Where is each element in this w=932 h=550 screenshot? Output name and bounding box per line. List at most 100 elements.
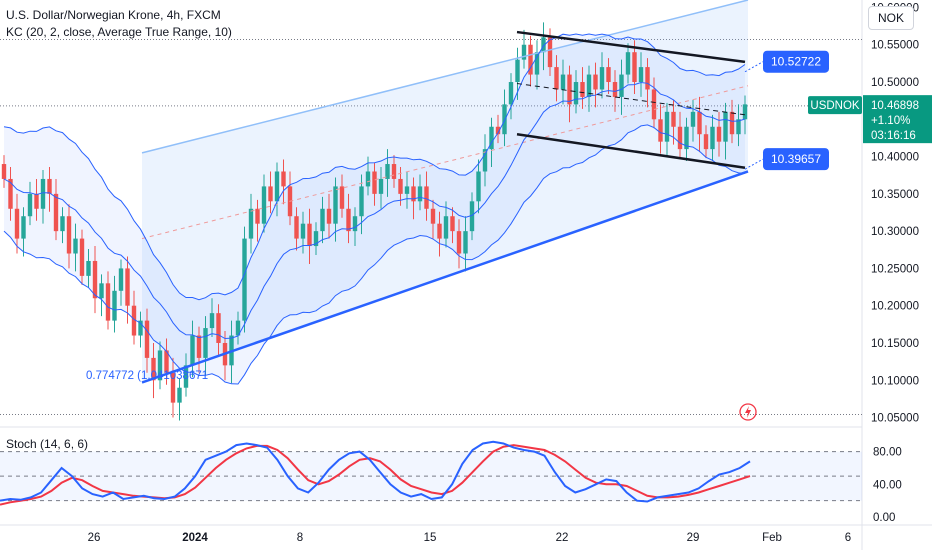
candle-body [521,44,527,60]
candle-body [281,171,286,187]
time-tick-label: 6 [845,532,851,544]
candle-body [60,216,65,232]
candle-body [469,201,475,232]
candle-body [53,193,59,232]
candle-body [671,111,676,127]
candle-body [586,74,592,97]
ticker-change: +1.10% [871,115,910,127]
candle-body [268,186,273,202]
candle-body [34,193,39,209]
candle-body [424,186,429,209]
stoch-tick-label: 40.00 [873,479,902,491]
ticker-symbol: USDNOK [810,100,860,112]
ticker-countdown: 03:16:16 [871,130,916,142]
candle-body [606,67,611,83]
candle-body [320,208,325,232]
price-tick-label: 10.55000 [871,40,919,52]
candle-body [625,52,631,75]
candle-body [723,111,728,142]
candle-body [274,171,280,202]
candle-body [164,350,169,373]
price-tick-label: 10.05000 [871,413,919,425]
candle-body [664,111,670,142]
time-tick-label: Feb [762,532,782,544]
candle-body [183,365,189,388]
candle-body [554,67,559,90]
candle-body [209,313,215,329]
candle-body [86,260,91,276]
candle-body [690,111,696,127]
candle-body [313,231,319,247]
candle-body [138,320,143,336]
candle-body [378,178,384,194]
candle-body [27,193,33,217]
ticker-price: 10.46898 [871,100,919,112]
candle-body [417,186,423,202]
callout-lower-text: 10.39657 [771,152,821,166]
candle-body [157,350,163,381]
candle-body [567,74,572,105]
callout-lower: 10.39657 [763,148,829,171]
stoch-tick-label: 0.00 [873,512,895,524]
price-tick-label: 10.10000 [871,375,919,387]
candle-body [450,216,455,232]
fib-label: 0.774772 (1.041038671 [86,370,208,382]
candle-body [710,126,715,150]
chart-title: U.S. Dollar/Norwegian Krone, 4h, FXCM [6,8,221,22]
candle-body [248,208,254,239]
candle-body [515,59,520,83]
candle-body [580,82,585,97]
candle-body [736,119,741,135]
candle-body [528,44,533,75]
candle-body [105,283,111,321]
candle-body [404,186,410,194]
candle-body [131,305,137,336]
candle-body [144,320,150,358]
candle-body [203,328,208,358]
candle-body [112,290,117,321]
price-tick-label: 10.40000 [871,152,919,164]
candle-body [365,171,371,187]
candle-body [534,52,540,75]
candle-body [177,387,182,403]
candle-body [73,238,78,254]
time-tick-label: 26 [88,532,101,544]
candle-body [645,67,650,90]
candle-body [92,260,98,299]
candle-body [697,111,702,135]
candle-body [489,126,494,150]
time-tick-label: 15 [424,532,437,544]
channel-lower-line [141,170,749,384]
candle-body [599,67,605,90]
candle-body [541,37,546,53]
candle-body [196,335,202,358]
candle-body [502,104,507,135]
price-tick-label: 10.30000 [871,226,919,238]
candle-body [677,126,683,150]
candle-body [385,164,390,179]
candle-body [352,216,358,232]
candle-body [742,104,748,120]
candle-body [151,357,156,381]
candle-body [40,178,46,209]
candle-body [411,186,416,202]
candle-body [125,268,130,306]
candle-body [235,320,241,336]
candle-body [118,268,124,291]
channel-upper-line [141,0,749,154]
candle-body [8,178,13,209]
candle-body [300,223,306,239]
stoch-label: Stoch (14, 6, 6) [6,437,89,451]
candle-body [560,74,566,90]
candle-body [261,186,267,224]
candle-body [508,82,514,105]
candle-body [658,119,663,142]
callout-upper-text: 10.52722 [771,55,821,69]
candle-body [170,372,176,403]
indicator-label: KC (20, 2, close, Average True Range, 10… [6,25,232,39]
candle-body [619,74,624,97]
candle-body [430,208,436,224]
callout-upper: 10.52722 [763,50,829,73]
currency-button[interactable]: NOK [868,6,914,30]
